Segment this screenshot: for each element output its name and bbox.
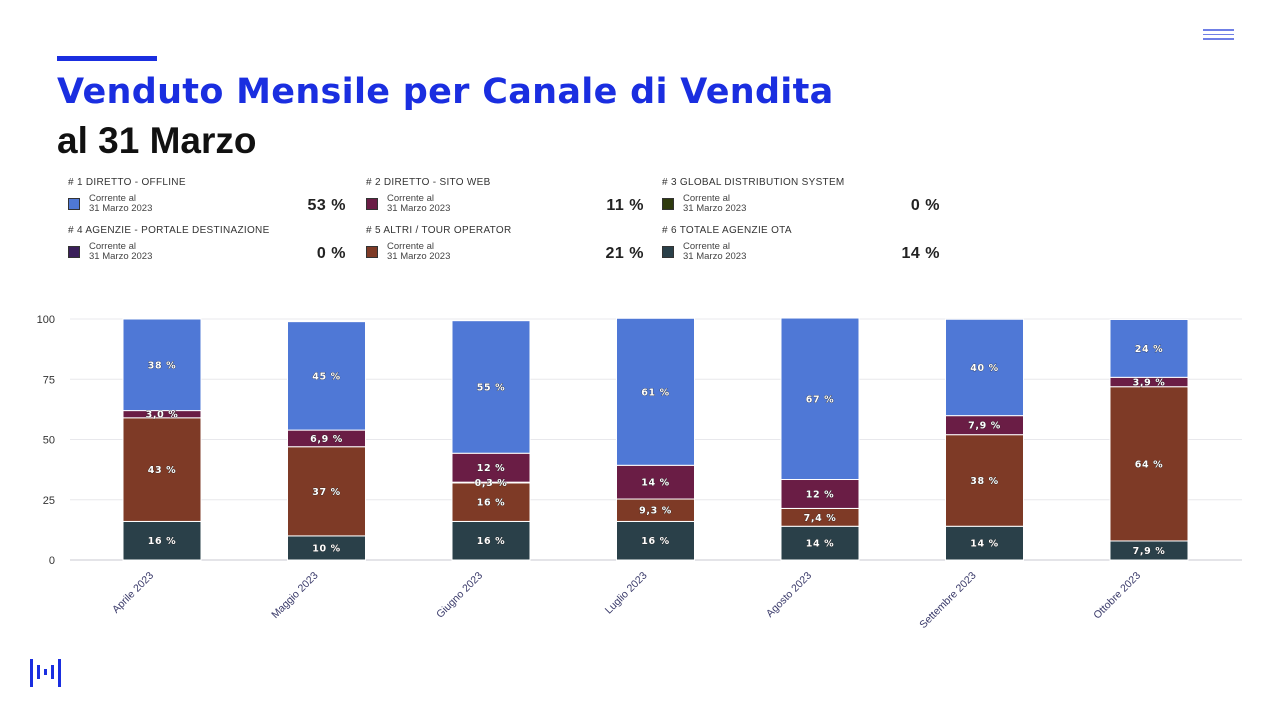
- kpi-swatch: [68, 198, 80, 210]
- x-tick-label: Luglio 2023: [603, 570, 650, 617]
- data-label: 7,4 %: [804, 513, 837, 524]
- data-label: 14 %: [806, 539, 834, 550]
- page-subtitle: al 31 Marzo: [57, 120, 257, 161]
- kpi-value: 11 %: [606, 197, 644, 214]
- x-tick-label: Ottobre 2023: [1091, 570, 1143, 622]
- data-label: 16 %: [477, 498, 505, 509]
- kpi-value: 0 %: [910, 197, 940, 214]
- kpi-head: # 3 GLOBAL DISTRIBUTION SYSTEM: [662, 177, 845, 188]
- kpi-head: # 5 ALTRI / TOUR OPERATOR: [366, 225, 512, 236]
- stacked-bar-chart: 0 25 50 75 100 16 % 43 % 3,0 % 38 % 10 % 37 % 6,9 …: [37, 314, 1242, 631]
- kpi-value: 53 %: [307, 197, 346, 214]
- data-label: 61 %: [641, 387, 669, 398]
- kpi-card-4: # 4 AGENZIE - PORTALE DESTINAZIONE Corre…: [68, 225, 358, 271]
- kpi-sub: Corrente al 31 Marzo 2023: [387, 193, 451, 214]
- data-label: 3,9 %: [1133, 378, 1166, 389]
- menu-icon[interactable]: [1203, 29, 1234, 41]
- data-label: 40 %: [970, 363, 998, 374]
- chart-bars: [122, 317, 1189, 561]
- bar-segment: [616, 317, 695, 466]
- kpi-value: 14 %: [901, 245, 940, 262]
- kpi-value: 21 %: [605, 245, 644, 262]
- kpi-sub: Corrente al 31 Marzo 2023: [683, 193, 747, 214]
- data-label: 12 %: [477, 463, 505, 474]
- data-label: 37 %: [312, 487, 340, 498]
- data-label: 64 %: [1135, 459, 1163, 470]
- kpi-card-6: # 6 TOTALE AGENZIE OTA Corrente al 31 Mar…: [662, 225, 952, 271]
- y-tick-label: 25: [43, 495, 55, 507]
- x-tick-label: Giugno 2023: [434, 570, 485, 621]
- kpi-value: 0 %: [316, 245, 346, 262]
- kpi-head: # 2 DIRETTO - SITO WEB: [366, 177, 491, 188]
- kpi-swatch: [366, 246, 378, 258]
- chart-x-axis-labels: Aprile 2023 Maggio 2023 Giugno 2023 Luglio …: [110, 570, 1143, 631]
- kpi-sub: Corrente al 31 Marzo 2023: [683, 241, 747, 262]
- bar-segment: [122, 520, 202, 561]
- bar-segment: [616, 520, 695, 561]
- kpi-card-3: # 3 GLOBAL DISTRIBUTION SYSTEM Corrente …: [662, 177, 952, 223]
- bar-segment: [945, 434, 1024, 527]
- y-tick-label: 100: [37, 314, 55, 326]
- data-label: 24 %: [1135, 344, 1163, 355]
- x-tick-label: Aprile 2023: [110, 570, 156, 616]
- kpi-swatch: [662, 246, 674, 258]
- kpi-swatch: [68, 246, 80, 258]
- bar-segment: [1109, 386, 1189, 542]
- data-label: 0,3 %: [475, 478, 508, 489]
- kpi-card-5: # 5 ALTRI / TOUR OPERATOR Corrente al 31 …: [366, 225, 656, 271]
- brand-logo-icon: [30, 659, 61, 687]
- data-label: 38 %: [970, 476, 998, 487]
- page-title: Venduto Mensile per Canale di Vendita: [57, 72, 834, 112]
- kpi-head: # 4 AGENZIE - PORTALE DESTINAZIONE: [68, 225, 270, 236]
- bar-segment: [287, 321, 366, 431]
- title-accent-bar: [57, 56, 157, 61]
- kpi-sub: Corrente al 31 Marzo 2023: [89, 241, 153, 262]
- data-label: 38 %: [148, 360, 176, 371]
- bar-segment: [1109, 318, 1189, 378]
- bar-segment: [122, 318, 202, 412]
- data-label: 16 %: [148, 536, 176, 547]
- kpi-swatch: [366, 198, 378, 210]
- y-tick-label: 50: [43, 435, 55, 447]
- data-label: 67 %: [806, 394, 834, 405]
- y-tick-label: 0: [49, 555, 55, 567]
- x-tick-label: Agosto 2023: [764, 570, 814, 620]
- bar-segment: [451, 452, 531, 483]
- data-label: 6,9 %: [310, 434, 343, 445]
- y-tick-label: 75: [43, 374, 55, 386]
- kpi-sub: Corrente al 31 Marzo 2023: [387, 241, 451, 262]
- data-label: 10 %: [312, 543, 340, 554]
- data-label: 16 %: [477, 536, 505, 547]
- kpi-head: # 1 DIRETTO - OFFLINE: [68, 177, 186, 188]
- bar-segment: [451, 320, 531, 454]
- kpi-swatch: [662, 198, 674, 210]
- kpi-head: # 6 TOTALE AGENZIE OTA: [662, 225, 792, 236]
- bar-segment: [616, 464, 695, 500]
- bar-segment: [287, 446, 366, 537]
- data-label: 12 %: [806, 489, 834, 500]
- data-label: 14 %: [970, 539, 998, 550]
- bar-segment: [122, 417, 202, 522]
- data-label: 16 %: [641, 536, 669, 547]
- data-label: 3,0 %: [146, 410, 179, 421]
- x-tick-label: Settembre 2023: [917, 570, 978, 631]
- bar-segment: [945, 525, 1024, 561]
- data-label: 55 %: [477, 382, 505, 393]
- data-label: 7,9 %: [1133, 546, 1166, 557]
- bar-segment: [945, 318, 1024, 417]
- data-label: 9,3 %: [639, 506, 672, 517]
- kpi-sub: Corrente al 31 Marzo 2023: [89, 193, 153, 214]
- bar-segment: [780, 525, 860, 561]
- data-label: 7,9 %: [968, 421, 1001, 432]
- bar-segment: [451, 520, 531, 561]
- data-label: 14 %: [641, 478, 669, 489]
- bar-segment: [780, 317, 860, 481]
- data-label: 43 %: [148, 465, 176, 476]
- bar-segment: [451, 482, 531, 522]
- chart-data-labels: 16 % 43 % 3,0 % 38 % 10 % 37 % 6,9 % 45 % 16 % 16…: [145, 344, 1166, 558]
- kpi-card-1: # 1 DIRETTO - OFFLINE Corrente al 31 Marz…: [68, 177, 358, 223]
- data-label: 45 %: [312, 371, 340, 382]
- x-tick-label: Maggio 2023: [269, 570, 321, 622]
- kpi-card-2: # 2 DIRETTO - SITO WEB Corrente al 31 Mar…: [366, 177, 656, 223]
